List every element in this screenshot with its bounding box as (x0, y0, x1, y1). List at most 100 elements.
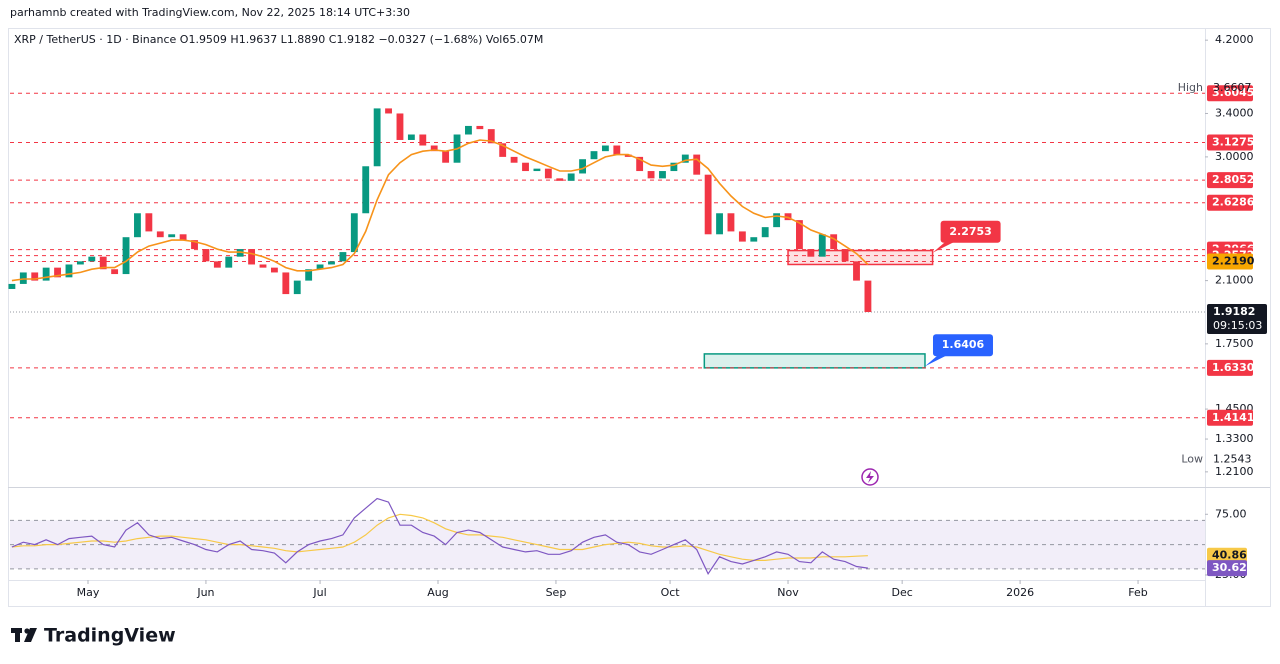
candle-body (738, 231, 746, 242)
legend: XRP / TetherUS · 1D · Binance O1.9509 H1… (14, 33, 543, 46)
y-tick-label: 1.2100 (1215, 465, 1254, 478)
candle-body (168, 234, 176, 238)
rsi-line (11, 497, 868, 576)
candle-body (282, 272, 290, 295)
candle-body (88, 256, 96, 262)
candle-body (8, 283, 16, 289)
callout-label: 1.6406 (942, 338, 985, 351)
candle-body (579, 159, 587, 174)
candle-body (373, 108, 381, 167)
candle-body (328, 261, 335, 265)
rsi-value-box (1207, 560, 1247, 577)
candle-body (111, 269, 119, 275)
candle-body (122, 237, 130, 275)
candle-body (704, 174, 712, 235)
candle-body (624, 154, 632, 157)
candle-body (818, 234, 826, 257)
candle-body (613, 145, 621, 155)
brand-logo: TradingView (11, 625, 176, 647)
callout-pointer (924, 354, 949, 367)
x-tick-label: Jun (196, 586, 214, 599)
candle-body (19, 272, 27, 284)
x-tick-label: Dec (892, 586, 913, 599)
candle-body (601, 145, 609, 152)
chart-frame (8, 28, 1271, 607)
candle-body (761, 227, 769, 238)
level-label-box (1207, 172, 1253, 189)
candle-body (647, 171, 655, 179)
last-price-box (1207, 304, 1267, 335)
candle-body (476, 125, 484, 130)
candle-body (727, 213, 735, 232)
candle-body (796, 220, 803, 250)
candle-body (419, 134, 427, 146)
y-tick-label: 4.2000 (1215, 33, 1254, 46)
candle-body (590, 151, 598, 160)
candle-body (567, 173, 575, 181)
candle-body (556, 178, 564, 181)
candle-body (191, 240, 198, 250)
level-label: 1.4141 (1212, 411, 1254, 424)
rsi-value-label: 30.62 (1212, 561, 1247, 574)
candle-body (305, 269, 313, 281)
candle-body (853, 261, 860, 281)
candle-body (134, 213, 141, 238)
event-icon[interactable] (861, 468, 879, 486)
zone (703, 353, 926, 369)
candle-body (544, 168, 552, 179)
ema-line (11, 139, 869, 282)
candle-body (225, 256, 233, 268)
level-label-box (1207, 409, 1253, 426)
high-value: 3.6607 (1213, 81, 1252, 94)
callout-label: 2.2753 (949, 225, 991, 238)
candle-body (807, 249, 815, 257)
candle-body (42, 267, 50, 281)
candle-body (510, 156, 518, 163)
level-label: 1.6330 (1212, 361, 1255, 374)
header: parhamnb created with TradingView.com, N… (10, 6, 410, 19)
candle-body (259, 264, 267, 268)
level-label-box (1207, 194, 1253, 211)
candle-body (841, 249, 849, 262)
callout-box (932, 334, 993, 357)
rsi-value-box (1207, 547, 1247, 564)
candle-body (145, 213, 153, 232)
high-tag: High (1178, 81, 1203, 94)
y-tick-label: 1.7500 (1215, 337, 1254, 350)
candle-body (65, 264, 73, 278)
x-tick-label: Oct (661, 586, 681, 599)
candle-body (659, 171, 666, 179)
logo-shape (24, 628, 37, 642)
candle-body (636, 156, 644, 172)
candle-body (350, 213, 358, 253)
countdown-label: 09:15:03 (1213, 319, 1262, 332)
y-tick-label: 1.3300 (1215, 432, 1254, 445)
low-tag: Low (1181, 452, 1203, 465)
rsi-value-label: 40.86 (1212, 549, 1247, 562)
event-icon-bolt (866, 471, 874, 483)
candle-body (270, 267, 278, 273)
candle-body (750, 237, 758, 242)
candle-body (31, 272, 39, 281)
level-label-box (1207, 134, 1253, 151)
candle-body (681, 154, 689, 163)
candle-body (499, 143, 507, 157)
last-price-label: 1.9182 (1213, 305, 1255, 318)
level-label-box (1207, 85, 1253, 102)
candle-body (385, 108, 392, 114)
level-label-box (1207, 253, 1253, 270)
candle-body (362, 166, 370, 214)
level-label: 3.1275 (1212, 135, 1254, 148)
candle-body (293, 280, 301, 295)
level-label: 3.6045 (1212, 86, 1254, 99)
low-value: 1.2543 (1213, 452, 1252, 465)
logo-shape (15, 628, 20, 642)
rsi-y-tick-label: 75.00 (1215, 507, 1247, 520)
x-tick-label: Sep (546, 586, 567, 599)
y-tick-label: 3.0000 (1215, 150, 1254, 163)
brand: TradingView (44, 625, 176, 647)
candle-body (465, 125, 472, 135)
candle-body (716, 213, 723, 235)
level-label: 2.6286 (1212, 196, 1255, 209)
